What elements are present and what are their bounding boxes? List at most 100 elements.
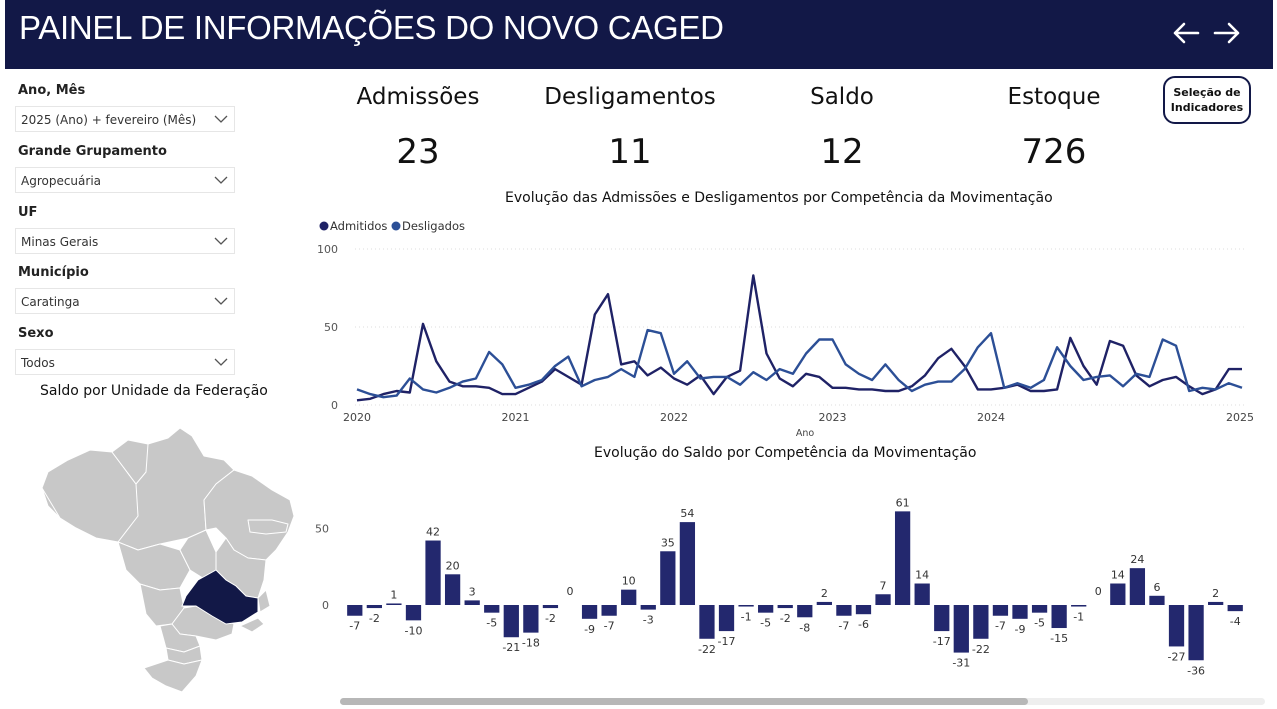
saldo-bar: [1227, 605, 1243, 612]
saldo-bar-label: -22: [972, 643, 990, 656]
saldo-bar: [914, 583, 930, 605]
chevron-down-icon: [214, 115, 228, 123]
saldo-bar-label: -31: [952, 657, 970, 670]
saldo-bar-label: -21: [502, 641, 520, 654]
saldo-bar-label: -9: [1015, 623, 1026, 636]
y-tick-label: 50: [315, 522, 329, 535]
saldo-bar: [836, 605, 852, 616]
saldo-bar-label: 61: [896, 496, 910, 509]
chevron-down-icon: [214, 358, 228, 366]
saldo-bar: [992, 605, 1009, 616]
arrow-right-icon[interactable]: [1212, 18, 1242, 48]
saldo-bar-label: 20: [446, 559, 460, 572]
map-state-minas-gerais[interactable]: [181, 569, 259, 625]
kpi-label-saldo: Saldo: [810, 84, 874, 110]
saldo-bar: [1012, 605, 1028, 619]
arrow-left-icon[interactable]: [1171, 18, 1201, 48]
saldo-bar-label: 0: [1095, 585, 1102, 598]
filter-uf-dropdown[interactable]: Minas Gerais: [15, 228, 235, 254]
saldo-bar: [1110, 583, 1126, 605]
saldo-bar-label: -7: [604, 620, 615, 633]
filter-value: Minas Gerais: [21, 235, 99, 249]
x-tick-label: 2024: [977, 411, 1005, 424]
saldo-bar: [1031, 605, 1048, 613]
saldo-bar: [386, 603, 402, 605]
saldo-bar-label: -7: [838, 620, 849, 633]
saldo-bar-label: 2: [1212, 587, 1219, 600]
saldo-bar: [1071, 605, 1087, 607]
saldo-bar-label: 24: [1130, 553, 1144, 566]
saldo-bar: [444, 574, 461, 605]
map-state-espirito-santo: [257, 589, 271, 613]
saldo-bar-label: -27: [1168, 650, 1186, 663]
line-chart: 0 50 100 Admitidos Desligados 2020 2021 2022 202…: [317, 219, 1254, 439]
filter-label-uf: UF: [18, 205, 38, 220]
saldo-bar: [1051, 605, 1067, 629]
filter-municipio-dropdown[interactable]: Caratinga: [15, 288, 235, 314]
series-line-admitidos: [356, 274, 1242, 402]
header-bar: PAINEL DE INFORMAÇÕES DO NOVO CAGED: [5, 0, 1273, 69]
map-state-mato-grosso: [117, 541, 191, 591]
chevron-down-icon: [214, 176, 228, 184]
saldo-bar: [1208, 601, 1224, 605]
horizontal-scrollbar[interactable]: [340, 698, 1265, 705]
saldo-bar-label: 14: [1111, 569, 1125, 582]
saldo-bar: [1188, 605, 1204, 661]
saldo-bar: [542, 605, 559, 609]
selecao-indicadores-line2: Indicadores: [1170, 101, 1244, 114]
kpi-label-desligamentos: Desligamentos: [544, 84, 716, 110]
y-tick-label: 0: [322, 599, 329, 612]
saldo-bar-label: -4: [1230, 615, 1241, 628]
saldo-bar-label: -1: [1073, 611, 1084, 624]
saldo-bar-label: -5: [1034, 617, 1045, 630]
map-state-rio-grande-do-sul: [143, 659, 203, 693]
saldo-bar-label: 54: [680, 507, 694, 520]
saldo-bar: [738, 605, 754, 607]
chevron-down-icon: [214, 297, 228, 305]
saldo-bar-label: -5: [486, 617, 497, 630]
saldo-bar-label: -7: [349, 620, 360, 633]
saldo-bar: [405, 605, 422, 621]
x-tick-label: 2022: [660, 411, 688, 424]
saldo-bar: [855, 605, 872, 615]
filter-grande-grupamento-dropdown[interactable]: Agropecuária: [15, 167, 235, 193]
filter-ano-mes-dropdown[interactable]: 2025 (Ano) + fevereiro (Mês): [15, 106, 235, 132]
filter-label-ano-mes: Ano, Mês: [18, 83, 86, 98]
saldo-bar-label: -2: [545, 612, 556, 625]
saldo-bar-label: -15: [1050, 632, 1068, 645]
saldo-bar: [503, 605, 519, 638]
saldo-bar: [660, 551, 676, 605]
saldo-bar: [679, 522, 696, 605]
saldo-bar: [347, 605, 363, 616]
selecao-indicadores-button[interactable]: Seleção de Indicadores: [1163, 76, 1251, 124]
filter-label-sexo: Sexo: [18, 326, 54, 341]
x-axis-label: Ano: [796, 428, 815, 439]
legend-marker-desligados: [391, 221, 401, 231]
bar-chart-title: Evolução do Saldo por Competência da Mov…: [594, 445, 977, 461]
x-tick-label: 2025: [1226, 411, 1254, 424]
saldo-bar: [523, 605, 539, 633]
kpi-value-saldo: 12: [820, 132, 864, 172]
saldo-bar: [621, 589, 637, 605]
saldo-bar-label: -36: [1187, 664, 1205, 677]
saldo-bar: [797, 605, 813, 618]
brazil-map[interactable]: [20, 420, 300, 695]
x-tick-label: 2023: [819, 411, 847, 424]
series-line-desligados: [356, 328, 1243, 399]
saldo-bar: [894, 511, 911, 605]
filter-sexo-dropdown[interactable]: Todos: [15, 349, 235, 375]
map-state-amazonas: [41, 449, 139, 543]
scrollbar-thumb[interactable]: [340, 698, 1028, 705]
saldo-bar-label: -17: [718, 635, 736, 648]
saldo-bar: [758, 605, 774, 613]
x-tick-label: 2020: [343, 411, 371, 424]
filter-value: Agropecuária: [21, 174, 102, 188]
y-tick-label: 100: [317, 243, 338, 256]
kpi-value-admissoes: 23: [396, 132, 440, 172]
saldo-bar-label: 0: [567, 585, 574, 598]
saldo-bar: [1149, 595, 1165, 605]
filter-value: 2025 (Ano) + fevereiro (Mês): [21, 113, 197, 127]
map-state-roraima: [111, 439, 149, 485]
saldo-bar: [425, 540, 441, 605]
